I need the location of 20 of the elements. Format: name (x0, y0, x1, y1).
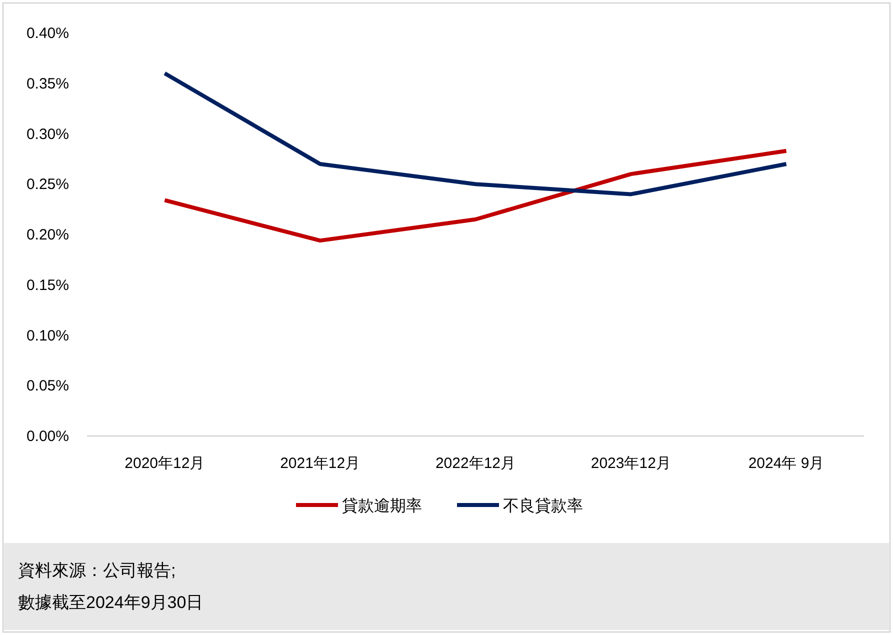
x-tick-label: 2023年12月 (590, 455, 671, 472)
y-tick-label: 0.05% (26, 378, 69, 395)
y-tick-label: 0.10% (26, 327, 69, 344)
source-note: 資料來源：公司報告; (18, 561, 176, 580)
y-tick-label: 0.35% (26, 75, 69, 92)
line-series (162, 148, 788, 243)
x-tick-label: 2021年12月 (280, 455, 360, 472)
y-tick-label: 0.30% (26, 126, 69, 143)
legend-label: 貸款逾期率 (342, 497, 422, 515)
x-tick-label: 2020年12月 (124, 455, 205, 472)
y-tick-label: 0.20% (26, 226, 69, 244)
legend-label: 不良貸款率 (503, 497, 583, 515)
x-tick-label: 2022年12月 (435, 455, 516, 472)
y-tick-label: 0.00% (26, 428, 69, 445)
y-tick-label: 0.40% (26, 25, 69, 42)
line-series (162, 71, 788, 196)
x-tick-label: 2024年 9月 (748, 455, 824, 472)
text: 數據截至2024年9月30日 (18, 593, 204, 612)
y-tick-label: 0.15% (26, 276, 69, 294)
y-tick-label: 0.25% (26, 176, 69, 194)
